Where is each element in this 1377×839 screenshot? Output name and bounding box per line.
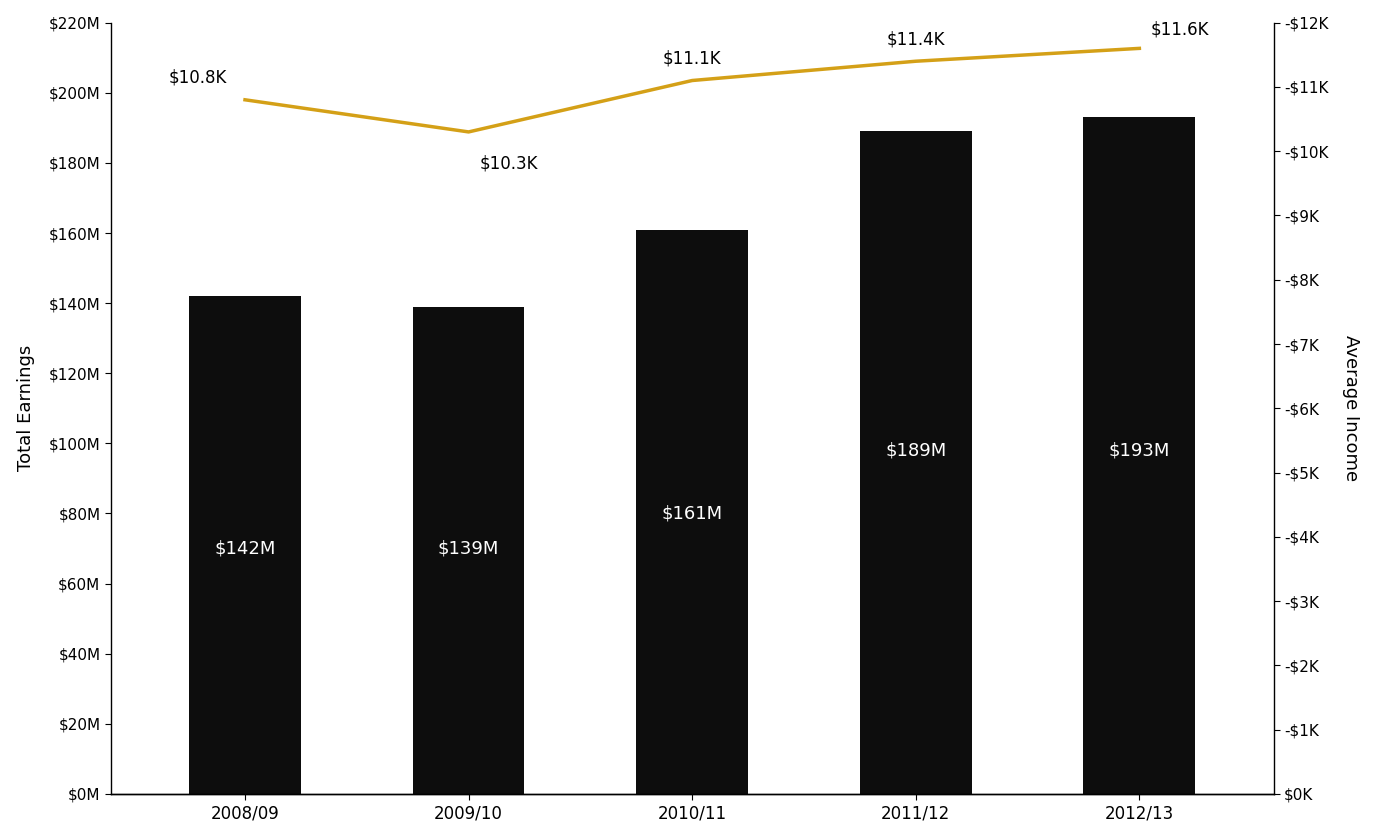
Bar bbox=[636, 230, 748, 794]
Text: $10.8K: $10.8K bbox=[169, 69, 227, 87]
Text: $11.4K: $11.4K bbox=[887, 30, 945, 49]
Text: $189M: $189M bbox=[885, 441, 946, 460]
Bar bbox=[189, 296, 302, 794]
Bar bbox=[413, 306, 525, 794]
Text: $11.1K: $11.1K bbox=[662, 50, 722, 68]
Text: $142M: $142M bbox=[215, 539, 275, 558]
Bar bbox=[859, 132, 972, 794]
Bar bbox=[1084, 117, 1195, 794]
Text: $10.3K: $10.3K bbox=[479, 154, 538, 173]
Text: $161M: $161M bbox=[661, 504, 723, 523]
Y-axis label: Total Earnings: Total Earnings bbox=[17, 345, 34, 472]
Y-axis label: Average Income: Average Income bbox=[1343, 336, 1360, 482]
Text: $193M: $193M bbox=[1108, 441, 1170, 460]
Text: $11.6K: $11.6K bbox=[1151, 21, 1209, 39]
Text: $139M: $139M bbox=[438, 539, 500, 558]
